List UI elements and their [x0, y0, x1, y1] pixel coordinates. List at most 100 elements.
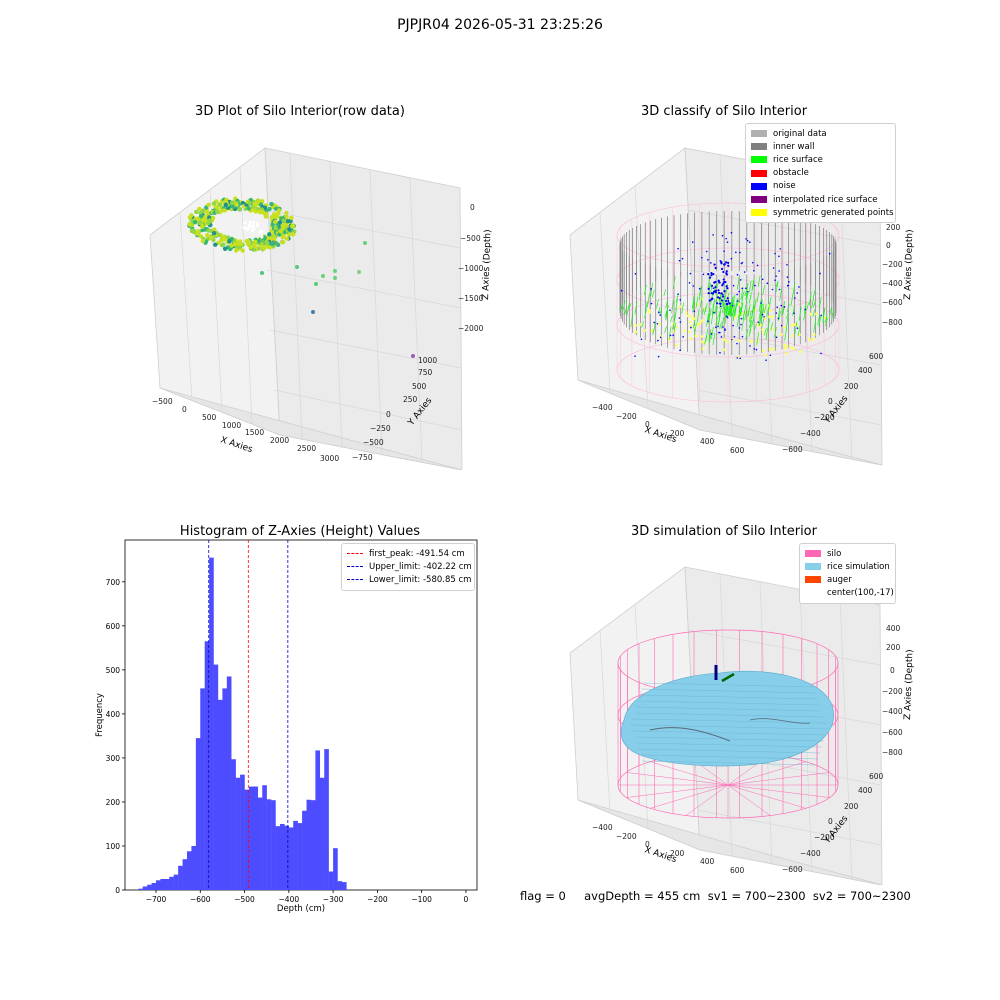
rice-surface-stroke: [717, 314, 721, 326]
symmetric-point: [694, 334, 698, 338]
silo-wire-spoke: [727, 761, 806, 786]
noise-point: [723, 250, 725, 252]
rice-surface-stroke: [786, 303, 790, 313]
rice-surface-stroke: [775, 280, 779, 288]
ztick: 0: [890, 666, 895, 675]
raw-point: [287, 227, 292, 232]
symmetric-point: [792, 323, 796, 327]
rice-surface-stroke: [692, 319, 696, 329]
ytick-label: 600: [106, 622, 121, 631]
legend-item: obstacle: [751, 167, 890, 180]
rice-surface-stroke: [774, 326, 777, 338]
outlier-point: [357, 270, 361, 274]
noise-point: [719, 331, 721, 334]
raw-point: [197, 206, 202, 212]
histogram-bar: [186, 851, 192, 890]
rice-surface-stroke: [672, 321, 675, 330]
histogram-bar: [164, 878, 170, 890]
surface-mesh-line: [635, 706, 823, 712]
raw-point: [259, 244, 264, 249]
noise-point: [721, 295, 725, 298]
noise-point: [722, 270, 725, 274]
noise-point: [749, 345, 751, 347]
raw-point-gap: [250, 225, 255, 229]
noise-point: [735, 251, 737, 254]
rice-surface-stroke: [736, 276, 740, 290]
outlier-point: [311, 310, 315, 314]
raw-point: [291, 232, 296, 237]
noise-point: [772, 267, 775, 269]
histogram-bar: [147, 884, 152, 890]
rice-surface-stroke: [736, 298, 740, 307]
legend-item: first_peak: -491.54 cm: [347, 547, 469, 560]
raw-point: [230, 200, 235, 205]
noise-point: [726, 287, 729, 290]
rice-surface-stroke: [740, 294, 744, 305]
noise-point: [793, 312, 795, 315]
noise-point: [820, 352, 822, 355]
panel-2-title: 3D classify of Silo Interior: [640, 104, 808, 119]
raw-point: [248, 245, 254, 250]
noise-point: [693, 310, 696, 313]
noise-point: [787, 284, 790, 287]
legend-swatch: [751, 156, 767, 164]
raw-point: [198, 213, 204, 219]
histogram-bar: [178, 865, 183, 890]
symmetric-point: [688, 330, 692, 333]
raw-point: [263, 211, 268, 216]
raw-point: [276, 208, 282, 213]
ytick-label: 300: [106, 754, 121, 763]
ztick: −2000: [458, 324, 484, 333]
rice-surface-stroke: [665, 299, 668, 309]
rice-surface-stroke: [715, 317, 718, 328]
rice-surface-stroke: [672, 276, 676, 289]
rice-surface-stroke: [763, 328, 767, 336]
noise-point: [724, 299, 728, 303]
rice-surface-stroke: [712, 333, 716, 346]
legend-item: center(100,-17): [805, 587, 894, 600]
pane-floor: [159, 387, 463, 470]
raw-point: [234, 248, 239, 253]
surface-mesh-line: [637, 748, 821, 754]
raw-point: [219, 237, 224, 243]
ytick: −750: [352, 453, 373, 462]
panel-3-xlabel: Depth (cm): [277, 904, 325, 914]
noise-point: [736, 293, 738, 296]
rice-surface-stroke: [718, 310, 722, 318]
panel-3-histogram: −700 −600 −500 −400 −300 −200 −100 0 0 100 200 300…: [95, 539, 478, 914]
raw-point: [265, 240, 270, 245]
noise-point: [653, 321, 655, 324]
rice-surface-stroke: [670, 315, 673, 323]
noise-point: [715, 326, 717, 329]
ytick-label: 100: [106, 842, 121, 851]
histogram-bar: [297, 823, 303, 890]
auger-arm: [721, 672, 735, 683]
noise-point: [659, 314, 662, 316]
symmetric-point: [722, 338, 726, 341]
symmetric-point: [771, 315, 774, 319]
raw-point: [284, 214, 289, 219]
histogram-bar: [279, 823, 285, 890]
raw-point: [196, 216, 201, 221]
histogram-bar: [319, 777, 325, 890]
noise-point: [751, 261, 754, 264]
noise-point: [796, 327, 799, 330]
xtick: 500: [202, 413, 217, 422]
histogram-bar: [138, 888, 143, 890]
noise-point: [690, 326, 692, 329]
noise-point: [656, 322, 659, 325]
ztick: 0: [470, 203, 475, 212]
histogram-bar: [315, 750, 321, 890]
legend-swatch: [805, 576, 821, 584]
panel-3-reference-lines: [208, 540, 289, 890]
symmetric-point: [815, 312, 818, 316]
xtick: −400: [592, 403, 613, 412]
raw-point: [221, 208, 227, 213]
raw-point: [232, 242, 238, 247]
legend-item: original data: [751, 127, 890, 140]
rice-surface-stroke: [782, 301, 785, 314]
rice-surface-stroke: [760, 304, 763, 315]
surface-mesh-line: [641, 760, 817, 766]
rice-surface-stroke: [705, 328, 709, 342]
rice-surface-stroke: [668, 326, 672, 340]
